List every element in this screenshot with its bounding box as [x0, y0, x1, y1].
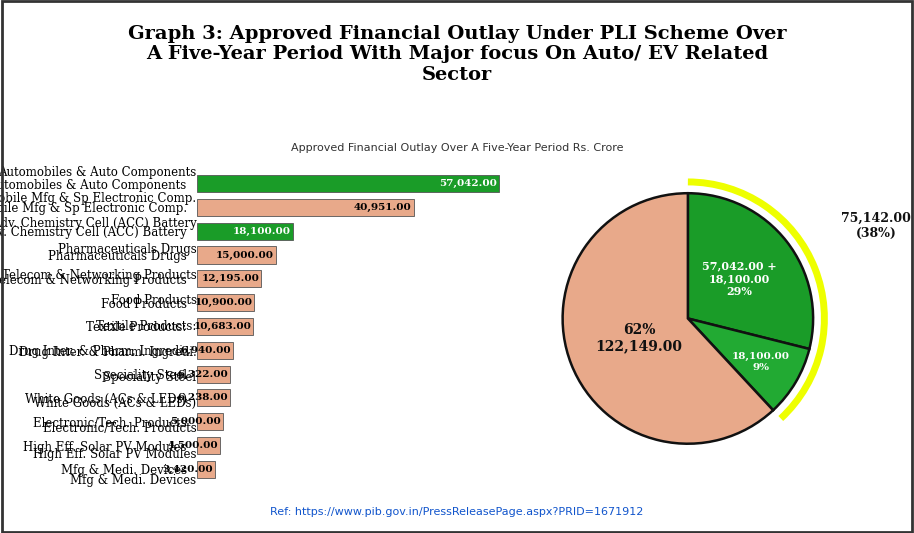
Text: 4,500.00: 4,500.00 — [167, 441, 218, 450]
Bar — [197, 342, 233, 359]
Bar — [197, 246, 276, 264]
Text: Telecom & Networking Products: Telecom & Networking Products — [2, 269, 197, 282]
Text: White Goods (ACs & LEDs): White Goods (ACs & LEDs) — [35, 397, 197, 410]
Text: 75,142.00
(38%): 75,142.00 (38%) — [842, 212, 911, 240]
Text: 62%
122,149.00: 62% 122,149.00 — [595, 322, 683, 353]
Text: Adv. Chemistry Cell (ACC) Battery: Adv. Chemistry Cell (ACC) Battery — [0, 217, 197, 230]
Text: Speciality Steel: Speciality Steel — [103, 371, 197, 384]
Text: Mobile Mfg & Sp Electronic Comp.: Mobile Mfg & Sp Electronic Comp. — [0, 192, 197, 205]
Bar — [197, 270, 261, 287]
Text: Drug Inter. & Pharm. Ingredi.: Drug Inter. & Pharm. Ingredi. — [19, 345, 197, 359]
Text: Graph 3: Approved Financial Outlay Under PLI Scheme Over
A Five-Year Period With: Graph 3: Approved Financial Outlay Under… — [128, 25, 786, 84]
Text: Automobiles & Auto Components: Automobiles & Auto Components — [0, 166, 197, 179]
Text: 10,900.00: 10,900.00 — [195, 298, 252, 307]
Text: 15,000.00: 15,000.00 — [216, 251, 274, 260]
Wedge shape — [563, 193, 773, 443]
Bar — [197, 461, 215, 478]
Text: 57,042.00 +
18,100.00
29%: 57,042.00 + 18,100.00 29% — [702, 260, 777, 297]
Bar — [197, 366, 230, 383]
Text: 6,322.00: 6,322.00 — [177, 369, 228, 378]
Text: 18,100.00
9%: 18,100.00 9% — [732, 352, 791, 372]
Bar — [197, 437, 220, 454]
Text: 40,951.00: 40,951.00 — [354, 203, 412, 212]
Text: 6,238.00: 6,238.00 — [177, 393, 228, 402]
Bar — [197, 318, 253, 335]
Text: Approved Financial Outlay Over A Five-Year Period Rs. Crore: Approved Financial Outlay Over A Five-Ye… — [291, 143, 623, 153]
Text: Mfg & Medi. Devices: Mfg & Medi. Devices — [70, 474, 197, 487]
Text: 18,100.00: 18,100.00 — [232, 227, 291, 236]
Text: Ref: https://www.pib.gov.in/PressReleasePage.aspx?PRID=1671912: Ref: https://www.pib.gov.in/PressRelease… — [271, 507, 643, 517]
Wedge shape — [688, 193, 813, 349]
Bar — [197, 175, 499, 192]
Bar — [197, 413, 223, 430]
Text: 5,000.00: 5,000.00 — [170, 417, 221, 426]
Bar — [197, 223, 292, 240]
Text: 3,420.00: 3,420.00 — [162, 465, 213, 474]
Wedge shape — [688, 318, 810, 410]
Text: 57,042.00: 57,042.00 — [440, 179, 497, 188]
Text: High Eff. Solar PV Modules: High Eff. Solar PV Modules — [33, 448, 197, 461]
Text: Electronic/Tech. Products: Electronic/Tech. Products — [43, 423, 197, 435]
Text: Textile Products:: Textile Products: — [96, 320, 197, 333]
Text: 12,195.00: 12,195.00 — [201, 274, 260, 284]
Text: 10,683.00: 10,683.00 — [193, 322, 251, 331]
Bar — [197, 389, 229, 407]
Bar — [197, 294, 254, 311]
Text: Food Products: Food Products — [111, 294, 197, 308]
Text: Pharmaceuticals Drugs: Pharmaceuticals Drugs — [58, 243, 197, 256]
Text: 6,940.00: 6,940.00 — [181, 346, 231, 355]
Bar — [197, 199, 414, 216]
